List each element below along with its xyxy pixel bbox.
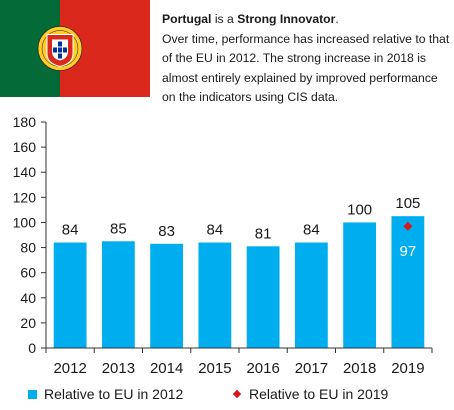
x-tick-label: 2019 <box>391 360 424 377</box>
bar-2013 <box>101 241 135 348</box>
y-tick-label: 80 <box>20 240 36 256</box>
country-name: Portugal <box>162 12 212 26</box>
y-tick-label: 40 <box>20 290 36 306</box>
y-tick-label: 20 <box>20 315 36 331</box>
y-axis: 0 20 40 60 80 100 120 140 160 180 <box>13 114 47 356</box>
bar-value-label-2013: 85 <box>110 220 127 237</box>
bar-2015 <box>198 242 232 348</box>
x-tick-label: 2018 <box>343 360 376 377</box>
bar-value-label-2014: 83 <box>158 223 175 240</box>
y-tick-label: 180 <box>13 114 37 130</box>
y-tick-label: 140 <box>13 164 37 180</box>
intro-connector: is a <box>211 12 238 26</box>
legend-item-eu-2019: Relative to EU in 2019 <box>232 386 388 402</box>
x-tick-label: 2017 <box>295 360 328 377</box>
intro-period: . <box>335 12 339 26</box>
bar-2018 <box>343 222 377 348</box>
bar-2016 <box>246 246 280 348</box>
legend-marker-eu-2019 <box>232 389 242 399</box>
innovator-category: Strong Innovator <box>237 12 336 26</box>
bar-value-label-2016: 81 <box>255 225 272 242</box>
y-tick-label: 160 <box>13 139 37 155</box>
y-tick-label: 60 <box>20 265 36 281</box>
bar-series <box>53 216 425 348</box>
bar-value-label-2017: 84 <box>303 222 320 239</box>
y-tick-label: 100 <box>13 214 37 230</box>
intro-text: Portugal is a Strong Innovator. Over tim… <box>162 10 450 108</box>
x-axis: 2012 2013 2014 2015 2016 2017 2018 2019 <box>45 347 433 377</box>
performance-bar-chart: 0 20 40 60 80 100 120 140 160 180 84 85 83 84 81 84 100… <box>13 114 433 377</box>
intro-description: Over time, performance has increased rel… <box>162 31 450 105</box>
marker-value-label-2019: 97 <box>400 243 417 260</box>
x-tick-label: 2012 <box>53 360 86 377</box>
bar-data-labels: 84 85 83 84 81 84 100 105 <box>62 195 421 242</box>
x-tick-label: 2014 <box>150 360 183 377</box>
bar-value-label-2012: 84 <box>62 222 79 239</box>
bar-2014 <box>150 243 184 348</box>
legend-swatch-eu-2012 <box>28 389 37 399</box>
bar-value-label-2018: 100 <box>347 201 372 218</box>
y-tick-label: 120 <box>13 189 37 205</box>
bar-2012 <box>53 242 87 348</box>
x-tick-label: 2016 <box>246 360 279 377</box>
marker-series: 97 <box>400 221 417 260</box>
bar-2019 <box>391 216 425 348</box>
chart-legend: Relative to EU in 2012 Relative to EU in… <box>10 386 450 406</box>
legend-item-eu-2012: Relative to EU in 2012 <box>28 386 183 402</box>
portugal-flag <box>0 0 150 97</box>
legend-label-eu-2012: Relative to EU in 2012 <box>44 386 184 402</box>
x-tick-label: 2015 <box>198 360 231 377</box>
marker-2019 <box>403 221 413 231</box>
legend-label-eu-2019: Relative to EU in 2019 <box>249 386 389 402</box>
bar-value-label-2015: 84 <box>207 222 224 239</box>
flag-coat-of-arms <box>37 26 83 71</box>
x-tick-label: 2013 <box>102 360 135 377</box>
y-tick-label: 0 <box>28 340 36 356</box>
bar-2017 <box>294 242 328 348</box>
bar-value-label-2019: 105 <box>395 195 420 212</box>
